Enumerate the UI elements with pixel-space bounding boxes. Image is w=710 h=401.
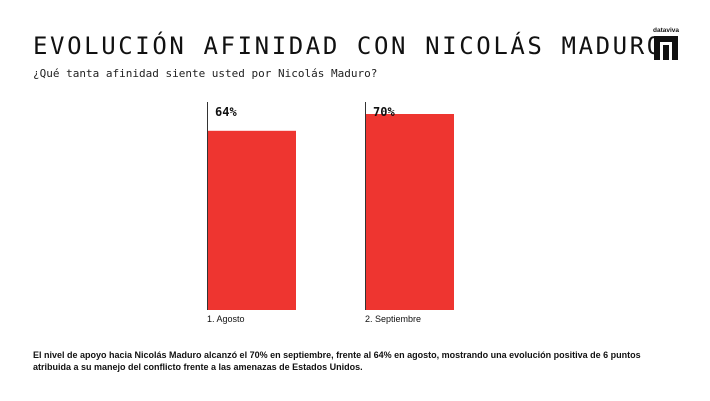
chart-subtitle: ¿Qué tanta afinidad siente usted por Nic… xyxy=(33,67,378,80)
bar-1 xyxy=(207,130,296,310)
value-label-1: 64% xyxy=(215,105,237,119)
dataviva-logo: dataviva xyxy=(651,27,681,61)
bar-2 xyxy=(365,114,454,310)
category-label-2: 2. Septiembre xyxy=(365,314,421,324)
chart-title: EVOLUCIÓN AFINIDAD CON NICOLÁS MADURO xyxy=(33,32,664,60)
category-label-1: 1. Agosto xyxy=(207,314,245,324)
logo-mark-icon xyxy=(654,36,678,60)
logo-text: dataviva xyxy=(652,27,680,34)
chart-footnote: El nivel de apoyo hacia Nicolás Maduro a… xyxy=(33,350,641,372)
value-label-2: 70% xyxy=(373,105,395,119)
